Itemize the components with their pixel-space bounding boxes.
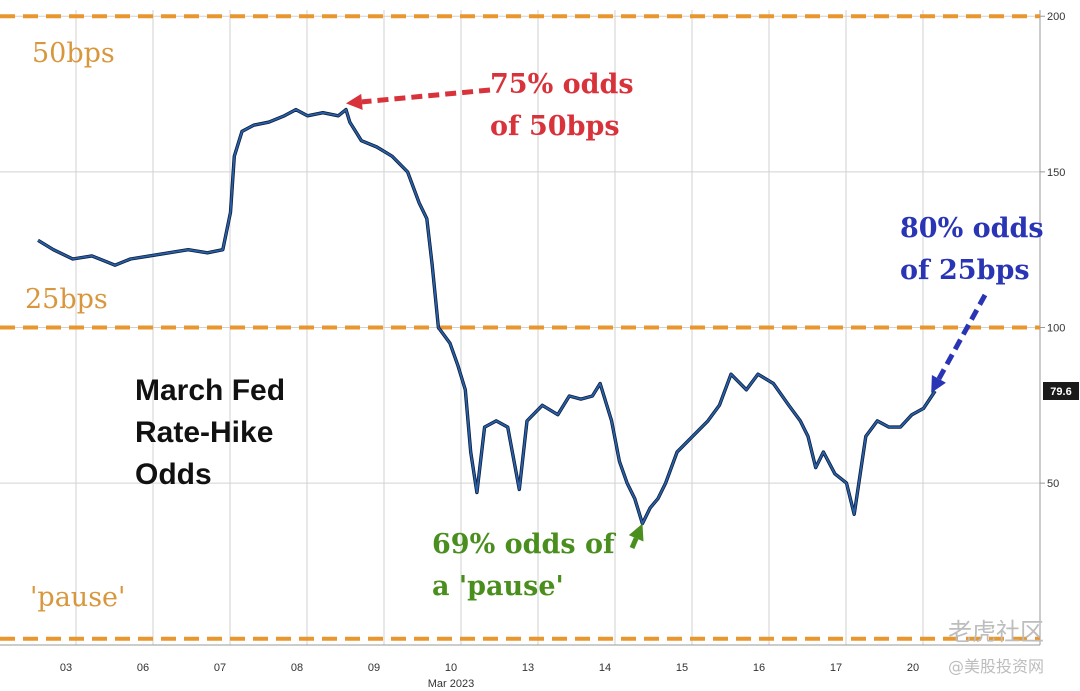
x-tick-label: 07: [214, 662, 226, 674]
last-value-badge: 79.6: [1043, 382, 1079, 400]
annotations: 75% odds of 50bps 80% odds of 25bps 69% odds…: [346, 69, 1044, 602]
chart-title: March Fed Rate-Hike Odds: [135, 374, 285, 491]
band-label: 25bps: [25, 284, 108, 315]
annotation-arrow-shaft: [361, 87, 491, 105]
annotation-text: of 50bps: [490, 111, 620, 142]
x-tick-label: 13: [522, 662, 534, 674]
annotation-text: 75% odds: [490, 69, 634, 100]
annotation-text: 69% odds of: [432, 529, 617, 560]
annotation-arrow-head: [346, 93, 363, 110]
x-tick-label: 17: [830, 662, 842, 674]
series-layer: [37, 107, 937, 526]
y-tick-label: 50: [1047, 478, 1059, 490]
chart-title-line: Rate-Hike: [135, 416, 273, 449]
annotation-arrow-shaft: [629, 537, 639, 549]
last-value-badge-label: 79.6: [1050, 386, 1071, 398]
series-line: [37, 108, 936, 525]
band-label: 'pause': [30, 582, 125, 613]
annotation-arrow-head: [931, 374, 946, 393]
annotation-text: 80% odds: [900, 213, 1044, 244]
band-labels: 50bps 25bps 'pause': [25, 38, 125, 613]
annotation-arrow-shaft: [936, 293, 988, 381]
annotation-text: a 'pause': [432, 571, 564, 602]
annotation-arrow-head: [628, 523, 644, 542]
y-tick-label: 150: [1047, 167, 1065, 179]
x-tick-label: 09: [368, 662, 380, 674]
x-axis: 03 06 07 08 09 10 13 14 15 16 17 20 Mar 2023: [60, 662, 919, 690]
x-tick-label: 15: [676, 662, 688, 674]
x-tick-label: 10: [445, 662, 457, 674]
x-tick-label: 06: [137, 662, 149, 674]
y-axis: 50 100 150 200: [1040, 11, 1065, 490]
watermark-line-2: @美股投资网: [948, 657, 1044, 676]
chart-title-line: March Fed: [135, 374, 285, 407]
x-tick-label: 03: [60, 662, 72, 674]
band-label: 50bps: [32, 38, 115, 69]
chart-title-line: Odds: [135, 458, 212, 491]
watermark-line-1: 老虎社区: [948, 618, 1044, 646]
last-value-badge-bg: [1043, 382, 1079, 400]
x-month-label: Mar 2023: [428, 678, 474, 690]
watermark: 老虎社区 @美股投资网: [948, 618, 1044, 676]
x-tick-label: 14: [599, 662, 611, 674]
x-tick-label: 20: [907, 662, 919, 674]
y-tick-label: 100: [1047, 323, 1065, 335]
y-tick-label: 200: [1047, 11, 1065, 23]
x-tick-label: 16: [753, 662, 765, 674]
annotation-text: of 25bps: [900, 255, 1030, 286]
x-tick-label: 08: [291, 662, 303, 674]
band-lines: [0, 14, 1040, 641]
